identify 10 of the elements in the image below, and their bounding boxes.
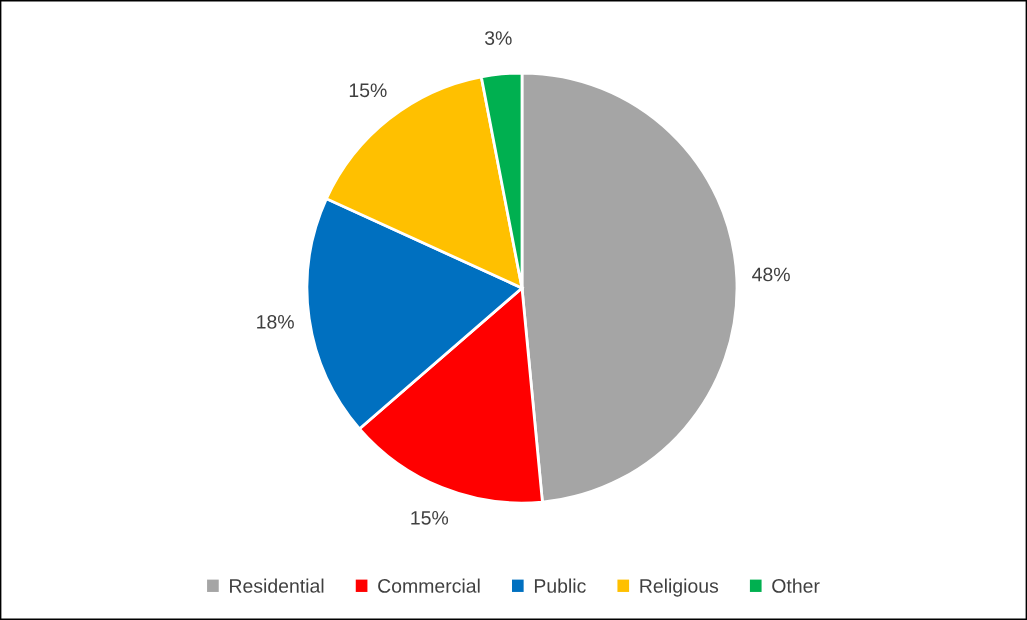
- legend-label: Other: [772, 578, 820, 593]
- legend-label: Commercial: [378, 578, 480, 593]
- data-label: 18%: [257, 314, 294, 329]
- data-label: 48%: [752, 267, 790, 282]
- legend-label: Religious: [640, 578, 719, 597]
- data-label: 15%: [349, 83, 387, 98]
- data-label: 3%: [484, 31, 512, 45]
- legend-label: Public: [534, 578, 586, 593]
- data-label: 15%: [411, 511, 449, 525]
- legend-label: Residential: [230, 578, 324, 593]
